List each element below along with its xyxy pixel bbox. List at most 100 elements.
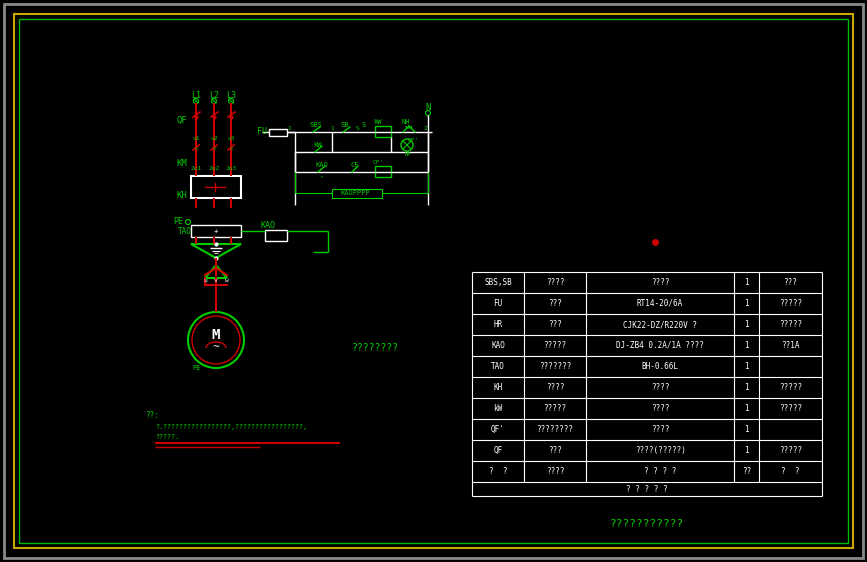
Text: FU: FU [493,299,503,308]
Text: ?????.: ?????. [155,434,179,440]
Text: L2: L2 [209,92,219,101]
Text: CF': CF' [407,138,419,143]
Text: 1: 1 [744,383,749,392]
Text: ????: ???? [651,383,669,392]
Text: ?????: ????? [779,404,802,413]
Text: QF: QF [493,446,503,455]
Text: v: v [214,278,218,283]
Text: u1: u1 [192,137,199,142]
Text: 2u1: 2u1 [191,166,202,171]
Text: DJ-ZB4 0.2A/1A ????: DJ-ZB4 0.2A/1A ???? [616,341,704,350]
Text: 1: 1 [330,126,334,132]
Text: ? ? ? ?: ? ? ? ? [644,467,676,476]
Text: ????: ???? [651,404,669,413]
Text: TAO: TAO [178,226,192,235]
Text: SBS: SBS [310,122,323,128]
Text: KAO: KAO [491,341,505,350]
Text: ???: ??? [548,299,562,308]
Bar [332,189,382,198]
Text: kW: kW [374,119,382,125]
Text: ????(?????): ????(?????) [635,446,686,455]
Text: HR: HR [493,320,503,329]
Text: ,: , [320,172,324,178]
Text: ?.?????????????????,?????????????????,: ?.?????????????????,?????????????????, [155,424,307,430]
Text: ?  ?: ? ? [781,467,799,476]
Text: 1: 1 [744,446,749,455]
Text: ?????: ????? [544,404,566,413]
Text: 1: 1 [744,299,749,308]
Text: KAO: KAO [316,162,329,168]
Text: ?????: ????? [544,341,566,350]
Text: PE: PE [173,217,183,226]
Text: CF: CF [351,162,359,168]
Bar [375,166,391,177]
Text: ????????: ???????? [537,425,573,434]
Text: ????????: ???????? [351,343,399,353]
Text: TAO: TAO [491,362,505,371]
Text: 2u2: 2u2 [208,166,219,171]
Text: ??:: ??: [145,410,159,419]
Text: ~: ~ [212,342,219,352]
Bar [191,225,241,237]
Text: ????: ???? [545,383,564,392]
Text: ?????: ????? [779,299,802,308]
Bar [265,230,287,241]
Text: CF': CF' [372,160,383,165]
Text: SB: SB [341,122,349,128]
Text: NH: NH [401,119,410,125]
Bar [375,126,391,137]
Bar [191,176,241,198]
Text: L3: L3 [226,92,236,101]
Text: c: c [212,146,216,151]
Text: ????: ???? [651,425,669,434]
Text: M: M [212,328,220,342]
Text: KAO: KAO [260,221,276,230]
Text: QF': QF' [491,425,505,434]
Text: BH-0.66L: BH-0.66L [642,362,679,371]
Text: S: S [356,126,360,132]
Text: ? ? ? ? ?: ? ? ? ? ? [626,484,668,493]
Text: KM: KM [177,160,187,169]
Text: kW: kW [493,404,503,413]
Text: u: u [203,278,207,283]
Text: 1: 1 [744,362,749,371]
Text: SBS,SB: SBS,SB [484,278,512,287]
Text: ???: ??? [784,278,798,287]
Text: KAOPPPP: KAOPPPP [340,190,370,196]
Text: 2: 2 [423,126,427,132]
Text: 1: 1 [744,425,749,434]
Text: 1: 1 [744,278,749,287]
Text: 1: 1 [287,126,290,132]
Text: ???: ??? [548,446,562,455]
Text: +: + [214,228,218,234]
Text: ???: ??? [548,320,562,329]
Text: 1: 1 [744,404,749,413]
Text: ?  ?: ? ? [489,467,507,476]
Text: RT14-20/6A: RT14-20/6A [637,299,683,308]
Text: PE: PE [192,365,201,371]
Text: c: c [229,146,233,151]
Text: 2u3: 2u3 [225,166,237,171]
Text: ?????: ????? [779,383,802,392]
Text: ??1A: ??1A [781,341,799,350]
Text: 1: 1 [744,320,749,329]
Text: CJK22-DZ/R220V ?: CJK22-DZ/R220V ? [623,320,697,329]
Text: HP: HP [405,152,411,156]
Text: ??: ?? [742,467,751,476]
Text: L1: L1 [191,92,201,101]
Text: ????: ???? [651,278,669,287]
Text: KH: KH [493,383,503,392]
Text: KH: KH [177,192,187,201]
Text: FU: FU [257,128,267,137]
Text: QF: QF [177,116,187,125]
Text: w: w [225,278,229,283]
Text: ?????: ????? [779,320,802,329]
Text: N: N [426,103,431,112]
Bar [269,129,287,136]
Text: ????: ???? [545,278,564,287]
Text: S: S [362,122,366,128]
Text: kW: kW [314,142,323,148]
Text: ???????????: ??????????? [610,519,684,529]
Text: ?????: ????? [779,446,802,455]
Text: 1: 1 [744,341,749,350]
